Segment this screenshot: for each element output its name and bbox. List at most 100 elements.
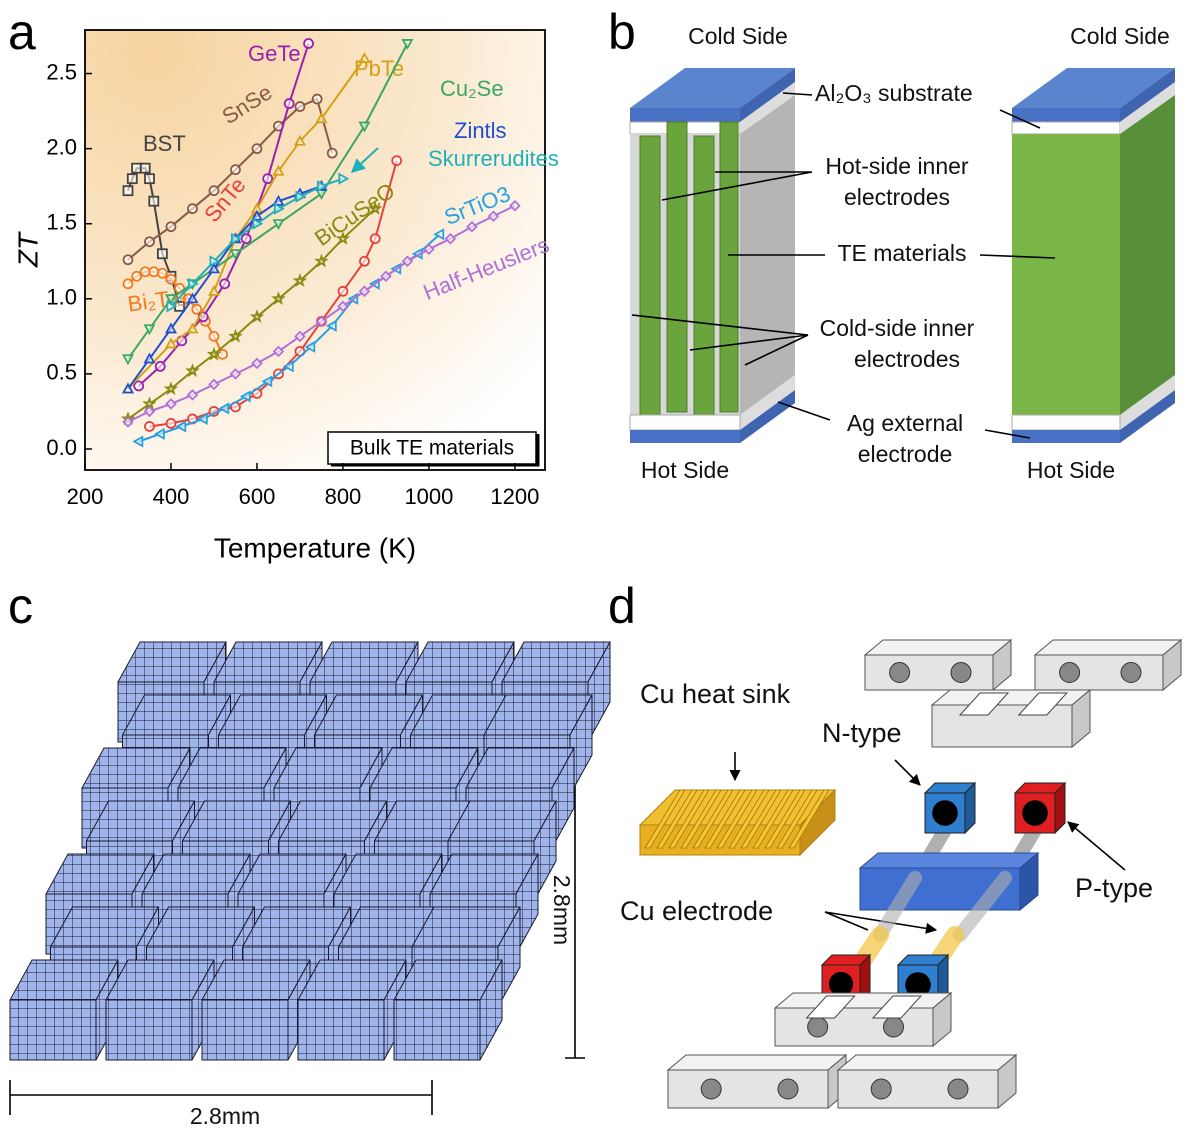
dimension-label: 2.8mm <box>549 875 575 945</box>
data-point <box>191 303 203 315</box>
block-front <box>774 1007 934 1047</box>
label: Cold Side <box>688 23 788 49</box>
y-tick-label: 0.0 <box>46 435 77 460</box>
x-tick-label: 1200 <box>490 484 539 509</box>
data-point <box>186 292 199 304</box>
data-point <box>122 278 134 290</box>
block-front <box>931 704 1073 748</box>
arrow <box>1067 821 1126 871</box>
hole <box>777 1078 799 1100</box>
substrate-side <box>740 375 795 430</box>
data-point <box>165 273 177 285</box>
data-point <box>229 368 242 380</box>
data-point <box>207 284 221 296</box>
data-point <box>433 228 445 241</box>
side-face <box>1120 95 1175 415</box>
panel-label: c <box>8 578 33 634</box>
data-point <box>154 360 166 372</box>
top-plate-front <box>1012 108 1120 122</box>
fin <box>740 789 782 849</box>
fin <box>764 789 806 849</box>
data-point <box>359 255 370 267</box>
leader <box>777 401 831 421</box>
dimension-label: 2.8mm <box>190 1103 260 1129</box>
top-plate <box>1012 68 1175 108</box>
data-point <box>208 330 220 342</box>
data-point <box>251 357 263 370</box>
data-point <box>133 380 145 392</box>
data-point <box>165 221 177 233</box>
data-point <box>175 420 187 433</box>
y-tick-label: 0.5 <box>46 360 77 385</box>
block-front <box>837 1069 999 1109</box>
data-point <box>185 363 200 378</box>
data-point <box>139 266 151 278</box>
y-tick-label: 2.0 <box>46 134 77 159</box>
data-point <box>423 243 435 256</box>
data-point <box>262 173 274 185</box>
y-axis-label: ZT <box>12 231 43 268</box>
data-point <box>229 249 242 261</box>
data-point <box>272 194 285 206</box>
x-tick-label: 600 <box>239 484 276 509</box>
block-front <box>297 999 385 1061</box>
series-label: PbTe <box>354 56 404 81</box>
te-block <box>1012 134 1120 415</box>
data-point <box>367 201 383 215</box>
data-point <box>337 285 349 297</box>
fin <box>680 789 722 849</box>
y-tick-label: 2.5 <box>46 59 77 84</box>
data-point <box>143 352 156 364</box>
panel-label: d <box>608 578 636 634</box>
leader <box>631 314 809 366</box>
data-point <box>144 421 155 432</box>
leader <box>984 429 1031 439</box>
data-point <box>121 382 135 394</box>
leader <box>661 171 813 201</box>
data-point <box>219 278 231 290</box>
data-point <box>272 164 285 176</box>
data-point <box>337 300 349 313</box>
data-point <box>139 162 151 174</box>
data-point <box>335 231 351 245</box>
panel-d: Cu heat sink N-type P-type Cu electrode <box>620 638 1183 1110</box>
label: electrode <box>858 441 953 467</box>
data-point <box>338 172 350 185</box>
block-top <box>858 852 1040 869</box>
data-point <box>132 435 144 448</box>
top-plate-front <box>630 108 740 122</box>
x-tick-label: 1000 <box>404 484 453 509</box>
data-point <box>164 337 178 349</box>
data-point <box>122 254 134 266</box>
block-front <box>864 654 994 691</box>
arrow <box>894 759 921 786</box>
data-point <box>444 232 457 245</box>
data-point <box>218 402 230 415</box>
data-point <box>369 233 381 245</box>
hole <box>700 1078 722 1100</box>
data-point <box>293 134 306 146</box>
slot <box>958 692 1010 716</box>
data-point <box>294 101 306 112</box>
data-point <box>311 93 323 105</box>
slot <box>1017 692 1068 716</box>
data-point <box>209 255 221 268</box>
fin <box>752 789 794 849</box>
data-point <box>156 248 168 260</box>
data-point <box>131 162 142 174</box>
data-point <box>144 173 155 185</box>
leader <box>782 92 813 96</box>
hole <box>950 662 972 683</box>
te-leg <box>719 121 739 413</box>
data-point <box>272 345 285 358</box>
data-point <box>143 324 156 336</box>
series-line <box>127 207 376 420</box>
block-front <box>105 999 193 1061</box>
data-point <box>230 232 242 245</box>
label: Ag external <box>847 410 963 436</box>
data-point <box>391 155 403 167</box>
data-point <box>121 354 135 366</box>
x-tick-label: 800 <box>325 484 362 509</box>
data-point <box>252 217 264 230</box>
